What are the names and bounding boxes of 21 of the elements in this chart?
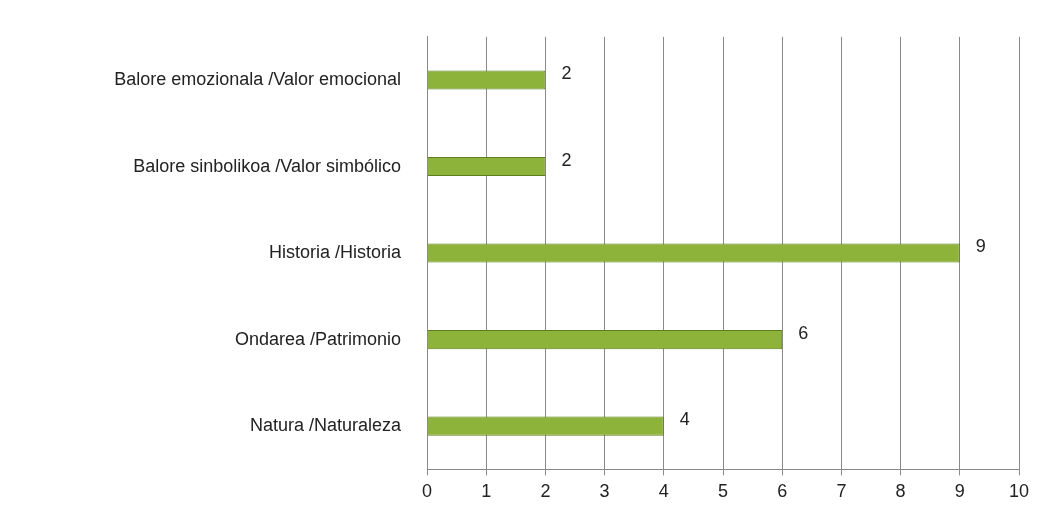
y-tick-label: Balore emozionala /Valor emocional (114, 69, 401, 90)
data-label: 2 (561, 149, 572, 170)
x-tick-label: 5 (717, 481, 729, 502)
data-label: 2 (561, 63, 572, 84)
y-tick-label: Balore sinbolikoa /Valor simbólico (133, 155, 401, 176)
x-tick-label: 1 (481, 481, 492, 502)
data-label: 4 (679, 409, 690, 430)
x-tick-label: 4 (658, 481, 669, 502)
x-tick-label: 7 (836, 481, 847, 502)
x-tick-label: 9 (954, 481, 965, 502)
x-tick-label: 0 (421, 481, 433, 502)
x-tick-label: 2 (540, 481, 551, 502)
data-label: 9 (975, 236, 986, 257)
x-tick-label: 8 (895, 481, 906, 502)
y-tick-label: Ondarea /Patrimonio (234, 328, 401, 349)
x-tick-label: 6 (777, 481, 788, 502)
y-tick-label: Historia /Historia (268, 242, 402, 263)
y-tick-label: Natura /Naturaleza (249, 415, 402, 436)
x-tick-label: 10 (1008, 481, 1030, 502)
data-label: 6 (798, 322, 809, 343)
x-tick-label: 3 (599, 481, 610, 502)
